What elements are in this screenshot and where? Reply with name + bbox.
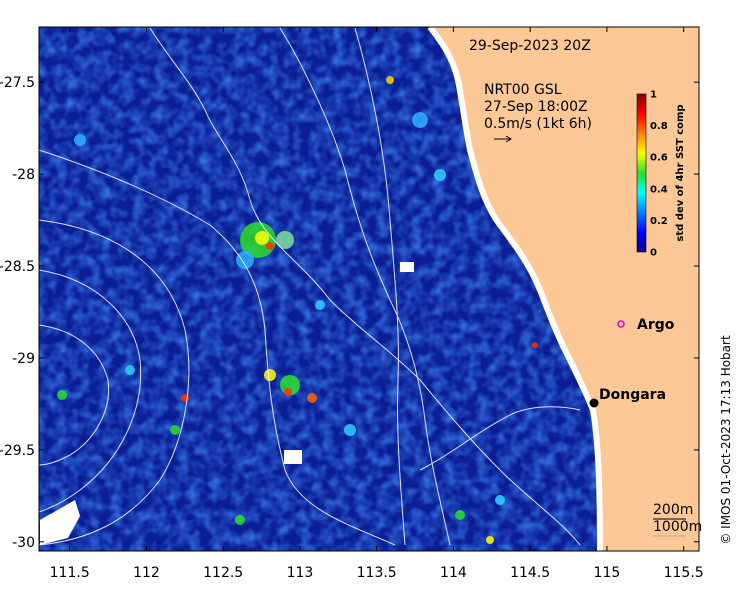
timestamp-label: 29-Sep-2023 20Z — [469, 38, 591, 54]
colorbar-label: std dev of 4hr SST comp — [675, 104, 686, 241]
sst-hotspot — [344, 424, 356, 436]
sst-hotspot — [386, 76, 394, 84]
sst-hotspot — [264, 369, 276, 381]
argo-label: Argo — [637, 317, 675, 333]
x-tick-label: 113.5 — [357, 565, 397, 581]
sst-hotspot — [315, 300, 325, 310]
y-tick-label: -29 — [12, 351, 35, 367]
data-gap — [284, 450, 302, 464]
sst-hotspot — [235, 515, 245, 525]
x-tick-label: 111.5 — [50, 565, 90, 581]
sst-hotspot — [74, 134, 86, 146]
x-tick-label: 112 — [133, 565, 160, 581]
dongara-label: Dongara — [599, 387, 666, 403]
y-tick-label: -28.5 — [0, 259, 35, 275]
sst-hotspot — [57, 390, 67, 400]
argo-marker — [617, 320, 625, 328]
sst-hotspot — [532, 342, 538, 348]
bathy-200-label: 200m — [653, 502, 693, 518]
colorbar-tick-label: 0.2 — [650, 216, 668, 227]
sst-hotspot — [266, 242, 274, 250]
x-tick-label: 114.5 — [510, 565, 550, 581]
sst-hotspot — [170, 425, 180, 435]
current-time-label: 27-Sep 18:00Z — [484, 99, 588, 115]
colorbar — [636, 93, 647, 253]
sst-hotspot — [434, 169, 446, 181]
bathy-1000-label: 1000m — [653, 519, 702, 535]
ocean-layer — [39, 27, 699, 551]
x-tick-label: 114 — [440, 565, 467, 581]
colorbar-tick-label: 1 — [650, 90, 657, 101]
dongara-marker — [589, 398, 599, 408]
sst-hotspots — [57, 76, 538, 544]
vector-scale-arrow — [494, 135, 512, 143]
vector-scale-label: 0.5m/s (1kt 6h) — [484, 116, 592, 132]
x-tick-label: 113 — [287, 565, 314, 581]
colorbar-tick-label: 0 — [650, 248, 657, 259]
x-tick-label: 115.5 — [664, 565, 704, 581]
plot-frame — [38, 26, 700, 552]
current-source-label: NRT00 GSL — [484, 82, 562, 98]
y-tick-label: -27.5 — [0, 75, 35, 91]
y-tick-label: -30 — [12, 535, 35, 551]
credit-label: © IMOS 01-Oct-2023 17:13 Hobart — [719, 335, 733, 545]
sst-hotspot — [412, 112, 428, 128]
x-tick-label: 115 — [594, 565, 621, 581]
sst-hotspot — [486, 536, 494, 544]
sst-hotspot — [255, 231, 269, 245]
sst-hotspot — [236, 251, 254, 269]
sst-hotspot — [276, 231, 294, 249]
sst-hotspot — [125, 365, 135, 375]
data-gap — [400, 262, 414, 272]
y-tick-label: -28 — [12, 167, 35, 183]
sst-hotspot — [284, 388, 292, 396]
sst-hotspot — [307, 393, 317, 403]
colorbar-tick-label: 0.8 — [650, 121, 668, 132]
x-tick-label: 112.5 — [203, 565, 243, 581]
data-gap — [40, 500, 80, 545]
land-mass — [430, 27, 699, 551]
x-axis: 111.5 112 112.5 113 113.5 114 114.5 115 115.5 — [50, 27, 704, 581]
y-axis: -27.5 -28 -28.5 -29 -29.5 -30 — [0, 75, 699, 551]
colorbar-ticks: 0 0.2 0.4 0.6 0.8 1 — [650, 90, 668, 259]
coastline-gap — [427, 27, 603, 551]
sst-hotspot — [495, 495, 505, 505]
colorbar-tick-label: 0.6 — [650, 153, 668, 164]
y-tick-label: -29.5 — [0, 443, 35, 459]
sst-hotspot — [455, 510, 465, 520]
bathymetry-contours — [39, 27, 581, 546]
colorbar-tick-label: 0.4 — [650, 184, 668, 195]
